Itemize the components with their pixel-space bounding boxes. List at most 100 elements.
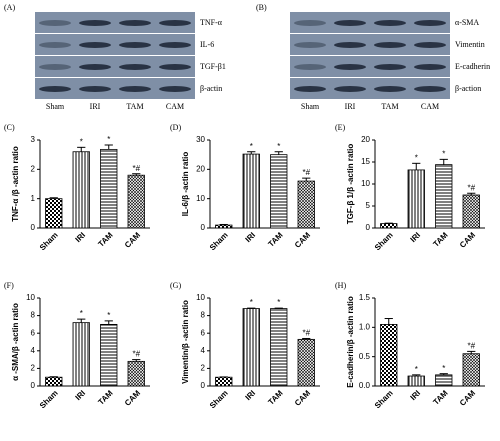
- x-tick-label: Sham: [38, 231, 60, 253]
- significance-mark: *: [415, 365, 418, 374]
- panel-label: (D): [170, 123, 181, 132]
- bar-chart: (E) 0 5 10 15 20 TGF-β 1/β -actin ratio Sham IRI…: [335, 123, 485, 252]
- blot-band: [294, 20, 326, 26]
- blot-strip: [290, 12, 450, 33]
- x-tick-label: Sham: [38, 389, 60, 411]
- significance-mark: *#: [302, 168, 310, 177]
- blot-band: [374, 42, 406, 48]
- blot-row-label: β-actin: [200, 84, 222, 93]
- significance-mark: *: [107, 311, 110, 320]
- bar: [45, 376, 63, 387]
- x-tick-label: TAM: [96, 388, 114, 406]
- bar: [242, 308, 260, 387]
- blot-strip: [290, 56, 450, 77]
- bar: [72, 322, 90, 387]
- blot-band: [414, 86, 446, 92]
- blot-row-label: E-cadherin: [455, 62, 490, 71]
- x-tick-label: CAM: [293, 230, 312, 249]
- significance-mark: *: [277, 142, 280, 151]
- bar-chart: (H) 0.0 0.5 1.0 1.5 E-cadherin/β -actin ratio…: [335, 281, 485, 410]
- y-axis-label: Vimentin/β -actin ratio: [181, 300, 190, 384]
- blot-lane-label: CAM: [166, 102, 184, 111]
- blot-band: [39, 42, 71, 48]
- bar: [45, 198, 63, 229]
- bar: [127, 174, 145, 229]
- y-tick-label: 2: [31, 164, 36, 173]
- blot-band: [374, 86, 406, 92]
- blot-row-label: Vimentin: [455, 40, 485, 49]
- blot-band: [159, 64, 191, 70]
- blot-band: [334, 64, 366, 70]
- blot-band: [119, 42, 151, 48]
- blot-band: [159, 42, 191, 48]
- bar: [462, 353, 480, 387]
- blot-band: [374, 64, 406, 70]
- blot-row-label: TNF-α: [200, 18, 223, 27]
- x-tick-label: Sham: [373, 231, 395, 253]
- bar: [100, 148, 118, 229]
- blot-lane-label: CAM: [421, 102, 439, 111]
- significance-mark: *: [442, 364, 445, 373]
- bar: [380, 223, 398, 229]
- significance-mark: *: [80, 137, 83, 146]
- y-tick-label: 4: [201, 346, 206, 355]
- blot-row-label: β-action: [455, 84, 481, 93]
- significance-mark: *#: [302, 329, 310, 338]
- blot-band: [414, 42, 446, 48]
- blot-band: [334, 86, 366, 92]
- blot-lane-label: IRI: [345, 102, 356, 111]
- x-tick-label: IRI: [244, 389, 258, 403]
- significance-mark: *#: [132, 164, 140, 173]
- bar: [407, 169, 425, 229]
- panel-label: (F): [4, 281, 14, 290]
- y-axis-label: TGF-β 1/β -actin ratio: [346, 144, 355, 225]
- significance-mark: *: [277, 298, 280, 307]
- blot-row-label: TGF-β1: [200, 62, 226, 71]
- y-tick-label: 6: [201, 328, 206, 337]
- bar: [297, 180, 315, 229]
- significance-mark: *: [250, 142, 253, 151]
- blot-band: [119, 64, 151, 70]
- significance-mark: *: [415, 153, 418, 162]
- blot-row-label: IL-6: [200, 40, 214, 49]
- x-tick-label: IRI: [244, 231, 258, 245]
- blot-strip: [290, 78, 450, 99]
- y-tick-label: 20: [196, 164, 205, 173]
- panel-label: (H): [335, 281, 346, 290]
- blot-lane-label: Sham: [301, 102, 320, 111]
- bar-chart: (D) 0 10 20 30 IL-6/β -actin ratio Sham IRI TAM C…: [170, 123, 320, 252]
- blot-band: [79, 20, 111, 26]
- blot-lane-label: IRI: [90, 102, 101, 111]
- y-tick-label: 20: [361, 135, 370, 144]
- y-tick-label: 1.0: [359, 322, 371, 331]
- y-tick-label: 4: [31, 346, 36, 355]
- y-tick-label: 0: [366, 223, 371, 232]
- bar: [127, 360, 145, 387]
- blot-band: [159, 20, 191, 26]
- x-tick-label: CAM: [123, 388, 142, 407]
- blot-band: [159, 86, 191, 92]
- y-tick-label: 1: [31, 194, 36, 203]
- y-tick-label: 1.5: [359, 293, 371, 302]
- x-tick-label: Sham: [373, 389, 395, 411]
- bar: [270, 308, 288, 387]
- blot-lane-label: TAM: [126, 102, 143, 111]
- bar: [215, 376, 233, 387]
- bar: [297, 338, 315, 387]
- blot-strip: [290, 34, 450, 55]
- bar: [270, 154, 288, 229]
- y-tick-label: 0: [201, 381, 206, 390]
- y-tick-label: 0: [31, 223, 36, 232]
- significance-mark: *: [442, 149, 445, 158]
- x-tick-label: TAM: [96, 230, 114, 248]
- y-tick-label: 0.0: [359, 381, 371, 390]
- panel-label: (C): [4, 123, 15, 132]
- x-tick-label: CAM: [293, 388, 312, 407]
- panel-label: (B): [256, 3, 267, 12]
- x-tick-label: CAM: [123, 230, 142, 249]
- y-tick-label: 15: [361, 157, 370, 166]
- y-axis-label: TNF-α /β -actin ratio: [11, 146, 20, 222]
- y-tick-label: 10: [196, 293, 205, 302]
- bar: [435, 164, 453, 229]
